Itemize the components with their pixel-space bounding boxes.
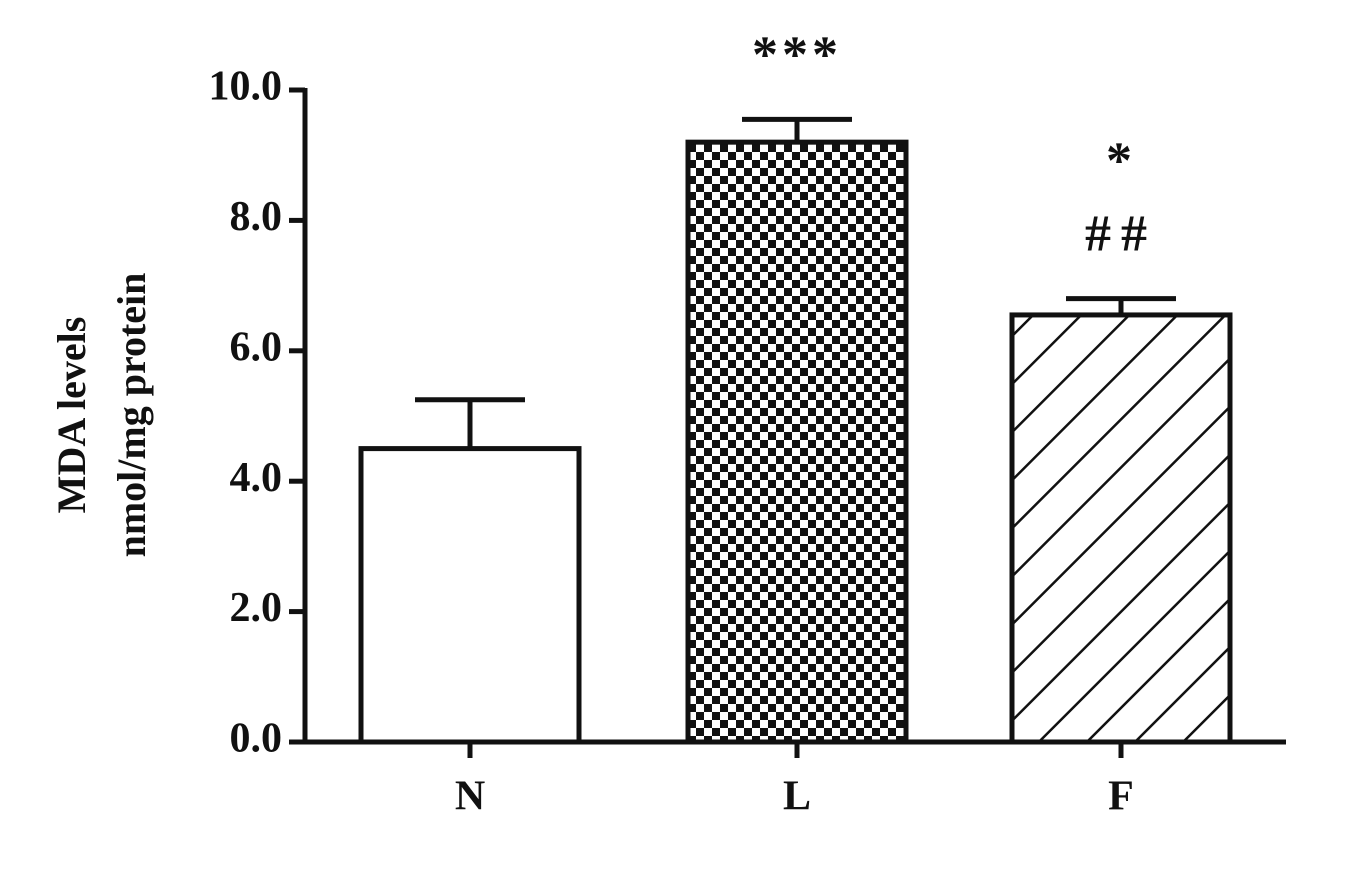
- x-tick-label: F: [1108, 774, 1134, 820]
- y-axis-label-line: nmol/mg protein: [109, 273, 154, 558]
- y-tick-label: 0.0: [230, 716, 283, 762]
- y-tick-label: 4.0: [230, 455, 283, 501]
- bar: [1009, 312, 1233, 745]
- bar: [358, 446, 582, 745]
- bar: [685, 139, 909, 745]
- y-tick-label: 2.0: [230, 585, 283, 631]
- y-tick-label: 8.0: [230, 194, 283, 240]
- significance-annotation: *: [1106, 133, 1136, 190]
- y-axis-label: MDA levels nmol/mg protein: [49, 273, 154, 558]
- y-tick-label: 6.0: [230, 324, 283, 370]
- significance-annotation: ##: [1085, 206, 1157, 263]
- significance-annotation: ***: [752, 26, 842, 83]
- x-tick-label: N: [455, 774, 485, 820]
- y-tick-label: 10.0: [209, 64, 283, 110]
- x-tick-label: L: [783, 774, 811, 820]
- y-axis-label-line: MDA levels: [49, 317, 94, 514]
